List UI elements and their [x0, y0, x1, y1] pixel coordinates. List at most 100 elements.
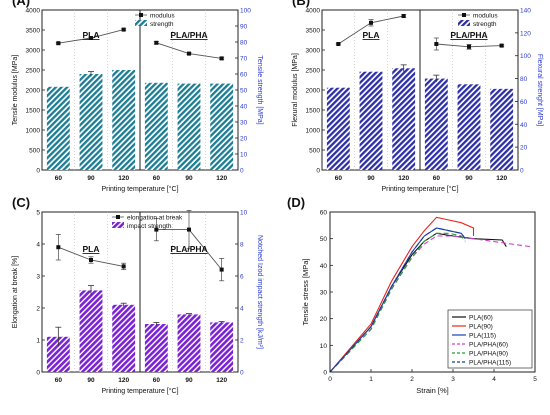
group-label: PLA — [363, 30, 380, 40]
legend-box — [447, 309, 533, 369]
data-point — [154, 227, 159, 232]
data-point — [121, 27, 126, 32]
panel-a: (A)PLA PLA/PHA050010001500200025003000350… — [12, 0, 263, 193]
data-point — [434, 42, 439, 46]
y-axis-label: Elongation at break [%] — [12, 256, 19, 328]
legend-label: impact strength — [127, 223, 172, 230]
bar — [79, 74, 103, 170]
data-point — [401, 14, 406, 18]
y-tick-label: 1 — [36, 338, 40, 345]
legend-point-swatch — [462, 13, 466, 17]
y-right-tick-label: 10 — [240, 210, 248, 217]
y-right-tick-label: 40 — [520, 122, 528, 129]
x-tick-label: 90 — [367, 175, 375, 182]
bar — [210, 322, 234, 372]
bar — [177, 83, 201, 170]
y-tick-label: 500 — [29, 148, 40, 155]
legend-bar-swatch — [458, 20, 470, 26]
data-point — [89, 258, 93, 262]
y-axis-label: Flexural modulus [MPa] — [292, 53, 299, 127]
x-tick-label: 60 — [55, 377, 63, 384]
data-point — [336, 42, 341, 46]
x-tick-label: 60 — [153, 377, 161, 384]
y-tick-label: 3000 — [26, 48, 41, 55]
x-tick-label: 0 — [328, 376, 332, 383]
data-point — [499, 43, 504, 48]
data-point — [154, 40, 159, 45]
y-tick-label: 3500 — [26, 28, 41, 35]
y-right-tick-label: 8 — [240, 242, 244, 249]
bar — [457, 84, 481, 170]
x-tick-label: 60 — [335, 175, 343, 182]
bar — [144, 324, 168, 372]
x-tick-label: 90 — [185, 175, 193, 182]
y-right-tick-label: 100 — [520, 53, 531, 60]
data-point — [369, 20, 373, 25]
y-right-axis-label: Flexural strenght [MPa] — [536, 54, 543, 126]
y-right-tick-label: 4 — [240, 306, 244, 313]
bar — [112, 70, 136, 170]
y-tick-label: 4000 — [306, 8, 321, 15]
data-point — [187, 51, 191, 56]
y-tick-label: 0 — [36, 370, 40, 377]
legend-label: PLA(115) — [469, 333, 496, 340]
legend-label: PLA(60) — [469, 315, 493, 322]
x-tick-label: 60 — [433, 175, 441, 182]
x-tick-label: 90 — [87, 377, 95, 384]
legend-label: PLA/PHA(115) — [469, 360, 511, 367]
panel-label: (C) — [12, 195, 30, 210]
panel-c: (C) PLA PLA/PHA 0 1 2 3 4 5 0 2 4 6 8 10 60 90 120 60 90 120… — [12, 195, 263, 395]
y-right-tick-label: 80 — [240, 40, 248, 47]
y-tick-label: 500 — [309, 148, 320, 155]
x-tick-label: 5 — [533, 376, 537, 383]
group-label: PLA/PHA — [170, 244, 207, 254]
y-tick-label: 1500 — [26, 108, 41, 115]
y-tick-label: 2500 — [306, 68, 321, 75]
panel-label: (B) — [292, 0, 310, 8]
series-line — [329, 232, 466, 373]
panel-label: (A) — [12, 0, 30, 8]
legend-label: modulus — [473, 13, 498, 20]
y-tick-label: 1500 — [306, 108, 321, 115]
bar — [392, 68, 416, 170]
y-tick-label: 40 — [320, 263, 328, 270]
bar — [424, 78, 448, 170]
series-line — [329, 227, 466, 373]
y-right-tick-label: 6 — [240, 274, 244, 281]
y-axis-label: Tensile stress [MPa] — [301, 258, 310, 325]
series-line — [329, 216, 475, 373]
data-point — [467, 44, 471, 49]
y-right-tick-label: 30 — [240, 120, 248, 127]
x-axis-label: Printing temperature [°C] — [381, 185, 458, 193]
legend-label: PLA/PHA(60) — [469, 342, 508, 349]
x-tick-label: 60 — [153, 175, 161, 182]
y-tick-label: 0 — [316, 168, 320, 175]
x-tick-label: 120 — [118, 377, 129, 384]
y-tick-label: 2 — [36, 306, 40, 313]
bar — [210, 83, 234, 170]
x-tick-label: 120 — [216, 175, 227, 182]
legend-label: elongation at break — [127, 215, 183, 222]
x-tick-label: 120 — [496, 175, 507, 182]
y-tick-label: 4000 — [26, 8, 41, 15]
y-axis-label: Tensile modulus [MPa] — [12, 55, 19, 125]
x-tick-label: 90 — [465, 175, 473, 182]
bar — [490, 88, 514, 170]
bar — [46, 86, 70, 170]
group-label: PLA/PHA — [450, 30, 487, 40]
x-axis-label: Strain [%] — [416, 386, 449, 395]
x-tick-label: 2 — [410, 376, 414, 383]
x-axis-label: Printing temperature [°C] — [101, 185, 178, 193]
legend-label: strength — [473, 21, 497, 28]
y-right-tick-label: 20 — [240, 136, 248, 143]
y-tick-label: 30 — [320, 290, 328, 297]
x-tick-label: 90 — [87, 175, 95, 182]
y-tick-label: 10 — [320, 343, 328, 350]
bar — [46, 336, 70, 372]
legend-label: modulus — [150, 13, 175, 20]
x-tick-label: 120 — [118, 175, 129, 182]
y-tick-label: 50 — [320, 236, 328, 243]
y-tick-label: 5 — [36, 210, 40, 217]
